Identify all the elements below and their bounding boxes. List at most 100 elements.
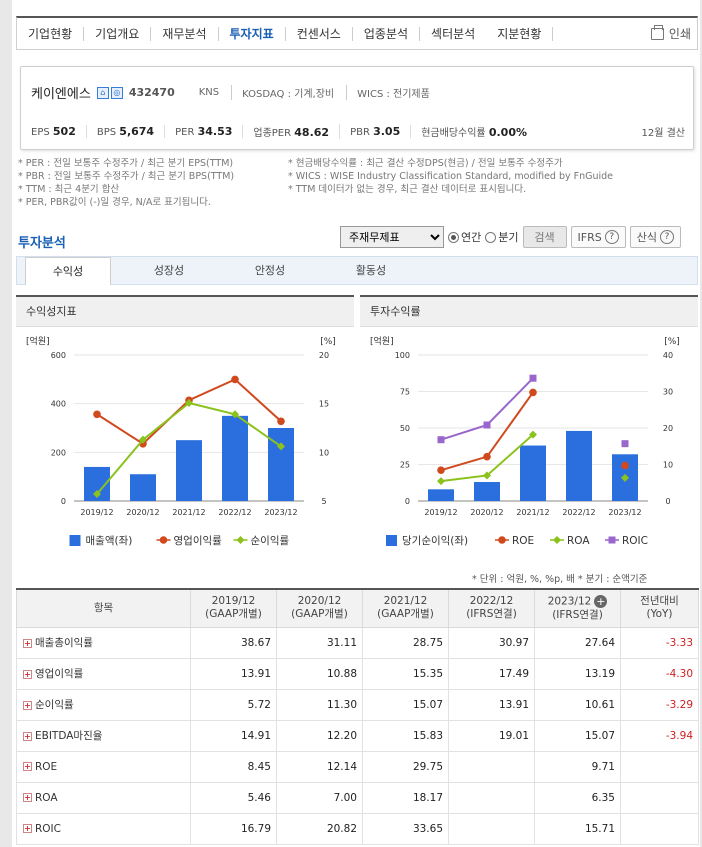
company-name: 케이엔에스: [31, 87, 91, 102]
left-tick-label: 600: [51, 351, 66, 360]
nav-item-company-info[interactable]: 기업개요: [84, 26, 152, 41]
statement-select[interactable]: 주재무제표: [340, 226, 444, 248]
value-cell: 12.20: [276, 719, 363, 752]
x-tick-label: 2023/12: [264, 508, 297, 517]
nav-item-consensus[interactable]: 컨센서스: [286, 26, 353, 41]
right-tick-label: 5: [321, 497, 326, 506]
right-tick-label: 0: [665, 497, 670, 506]
value-cell: 14.91: [190, 719, 277, 752]
left-tick-label: 0: [61, 497, 66, 506]
search-button[interactable]: 검색: [522, 226, 567, 248]
print-button[interactable]: 인쇄: [650, 24, 691, 42]
legend-label: 매출액(좌): [86, 535, 133, 547]
radio-unchecked-icon: [485, 231, 497, 243]
nav-item-sector[interactable]: 섹터분석: [431, 26, 476, 41]
nav-item-invest-index[interactable]: 투자지표: [219, 26, 286, 41]
table-header-row: 항목 2019/12 (GAAP개별) 2020/12 (GAAP개별) 2021/…: [16, 588, 699, 628]
value-cell: 15.07: [534, 719, 621, 752]
tab-profitability[interactable]: 수익성: [25, 257, 111, 285]
row-label[interactable]: + 순이익률: [16, 688, 191, 721]
metric-dividend-yield: 현금배당수익률 0.00%: [421, 126, 527, 139]
row-label[interactable]: + 매출총이익률: [16, 626, 191, 659]
tab-stability[interactable]: 안정성: [254, 264, 286, 277]
x-tick-label: 2020/12: [126, 508, 159, 517]
table-row: + 순이익률 5.72 11.30 15.07 13.91 10.61 -3.29: [16, 688, 699, 721]
point: [529, 388, 537, 397]
notes-left: * PER : 전일 보통주 수정주가 / 최근 분기 EPS(TTM) * P…: [18, 158, 235, 208]
nav-item-industry[interactable]: 업종분석: [353, 26, 421, 41]
table-row: + 영업이익률 13.91 10.88 15.35 17.49 13.19 -4.30: [16, 657, 699, 690]
tab-growth[interactable]: 성장성: [153, 264, 185, 277]
formula-button[interactable]: 산식 ?: [629, 226, 681, 248]
return-chart: [억원] [%] 0 25 50 75 100 0 10 20 30 40 2019/12 2020/12…: [370, 335, 680, 547]
radio-checked-icon: [448, 231, 459, 243]
row-label[interactable]: + 영업이익률: [16, 657, 191, 690]
nav-item-overview[interactable]: 기업현황: [17, 26, 85, 41]
home-icon[interactable]: ⌂: [96, 86, 109, 99]
row-label[interactable]: + ROA: [16, 781, 191, 814]
radio-quarter[interactable]: 분기: [485, 229, 519, 245]
expand-row-icon[interactable]: +: [23, 793, 32, 802]
value-cell: 8.45: [190, 750, 277, 783]
point: [621, 473, 629, 482]
header-col: 2020/12 (GAAP개별): [276, 588, 363, 628]
legend-label: 영업이익률: [174, 534, 223, 547]
expand-row-icon[interactable]: +: [23, 700, 32, 710]
point: [437, 477, 445, 486]
value-cell: 9.71: [534, 750, 621, 783]
value-cell: 13.91: [448, 688, 535, 721]
yoy-cell: [620, 781, 699, 814]
nav-item-shareholder[interactable]: 지분현황: [486, 26, 554, 41]
value-cell: 30.97: [448, 626, 535, 659]
expand-row-icon[interactable]: +: [23, 669, 32, 679]
row-label[interactable]: + ROE: [16, 750, 191, 783]
point: [529, 430, 537, 439]
tab-activity[interactable]: 활동성: [355, 264, 387, 277]
value-cell: [448, 781, 535, 814]
ratio-table: 항목 2019/12 (GAAP개별) 2020/12 (GAAP개별) 2021/…: [16, 588, 699, 845]
expand-row-icon[interactable]: +: [23, 824, 32, 833]
profitability-chart-panel: 수익성지표 [억원] [%] 0 200 400 600 5 10 15 20 2019/12 202…: [16, 295, 354, 565]
expand-columns-icon[interactable]: +: [594, 595, 608, 608]
left-tick-label: 100: [395, 351, 410, 360]
expand-row-icon[interactable]: +: [23, 638, 32, 648]
left-tick-label: 50: [400, 424, 410, 433]
left-tick-label: 200: [51, 448, 66, 457]
right-tick-label: 20: [663, 424, 673, 433]
printer-icon: [650, 24, 664, 40]
row-label[interactable]: + ROIC: [16, 812, 191, 845]
header-yoy: 전년대비 (YoY): [620, 588, 699, 628]
radio-annual[interactable]: 연간: [448, 229, 481, 245]
right-tick-label: 40: [663, 351, 673, 360]
value-cell: 13.91: [190, 657, 277, 690]
point: [277, 442, 285, 451]
point: [231, 375, 239, 384]
expand-row-icon[interactable]: +: [23, 731, 32, 741]
table-row: + 매출총이익률 38.67 31.11 28.75 30.97 27.64 -3.33: [16, 626, 699, 659]
yoy-cell: -3.94: [620, 719, 699, 752]
point: [621, 461, 629, 470]
row-label[interactable]: + EBITDA마진율: [16, 719, 191, 752]
value-cell: 31.11: [276, 626, 363, 659]
controls: 주재무제표 연간 분기 검색 IFRS ? 산식 ?: [340, 226, 681, 248]
expand-row-icon[interactable]: +: [23, 762, 32, 771]
ifrs-button[interactable]: IFRS ?: [570, 226, 626, 248]
value-cell: 28.75: [362, 626, 449, 659]
analysis-tabs: 수익성 성장성 안정성 활동성: [16, 256, 698, 285]
header-col: 2022/12 (IFRS연결): [448, 588, 535, 628]
table-row: + ROE 8.45 12.14 29.75 9.71: [16, 750, 699, 783]
value-cell: 12.14: [276, 750, 363, 783]
left-tick-label: 400: [51, 400, 66, 409]
value-cell: 13.19: [534, 657, 621, 690]
legend-label: ROE: [512, 535, 534, 547]
value-cell: 11.30: [276, 688, 363, 721]
units-note: * 단위 : 억원, %, %p, 배 * 분기 : 순액기준: [472, 574, 648, 585]
point: [437, 436, 445, 444]
ir-icon[interactable]: ◎: [110, 86, 123, 99]
nav-item-financial[interactable]: 재무분석: [151, 26, 219, 41]
metric-bps: BPS 5,674: [97, 125, 166, 138]
right-tick-label: 30: [663, 388, 673, 397]
metric-pbr: PBR 3.05: [350, 125, 412, 138]
value-cell: 15.35: [362, 657, 449, 690]
legend-swatch: [236, 536, 245, 544]
